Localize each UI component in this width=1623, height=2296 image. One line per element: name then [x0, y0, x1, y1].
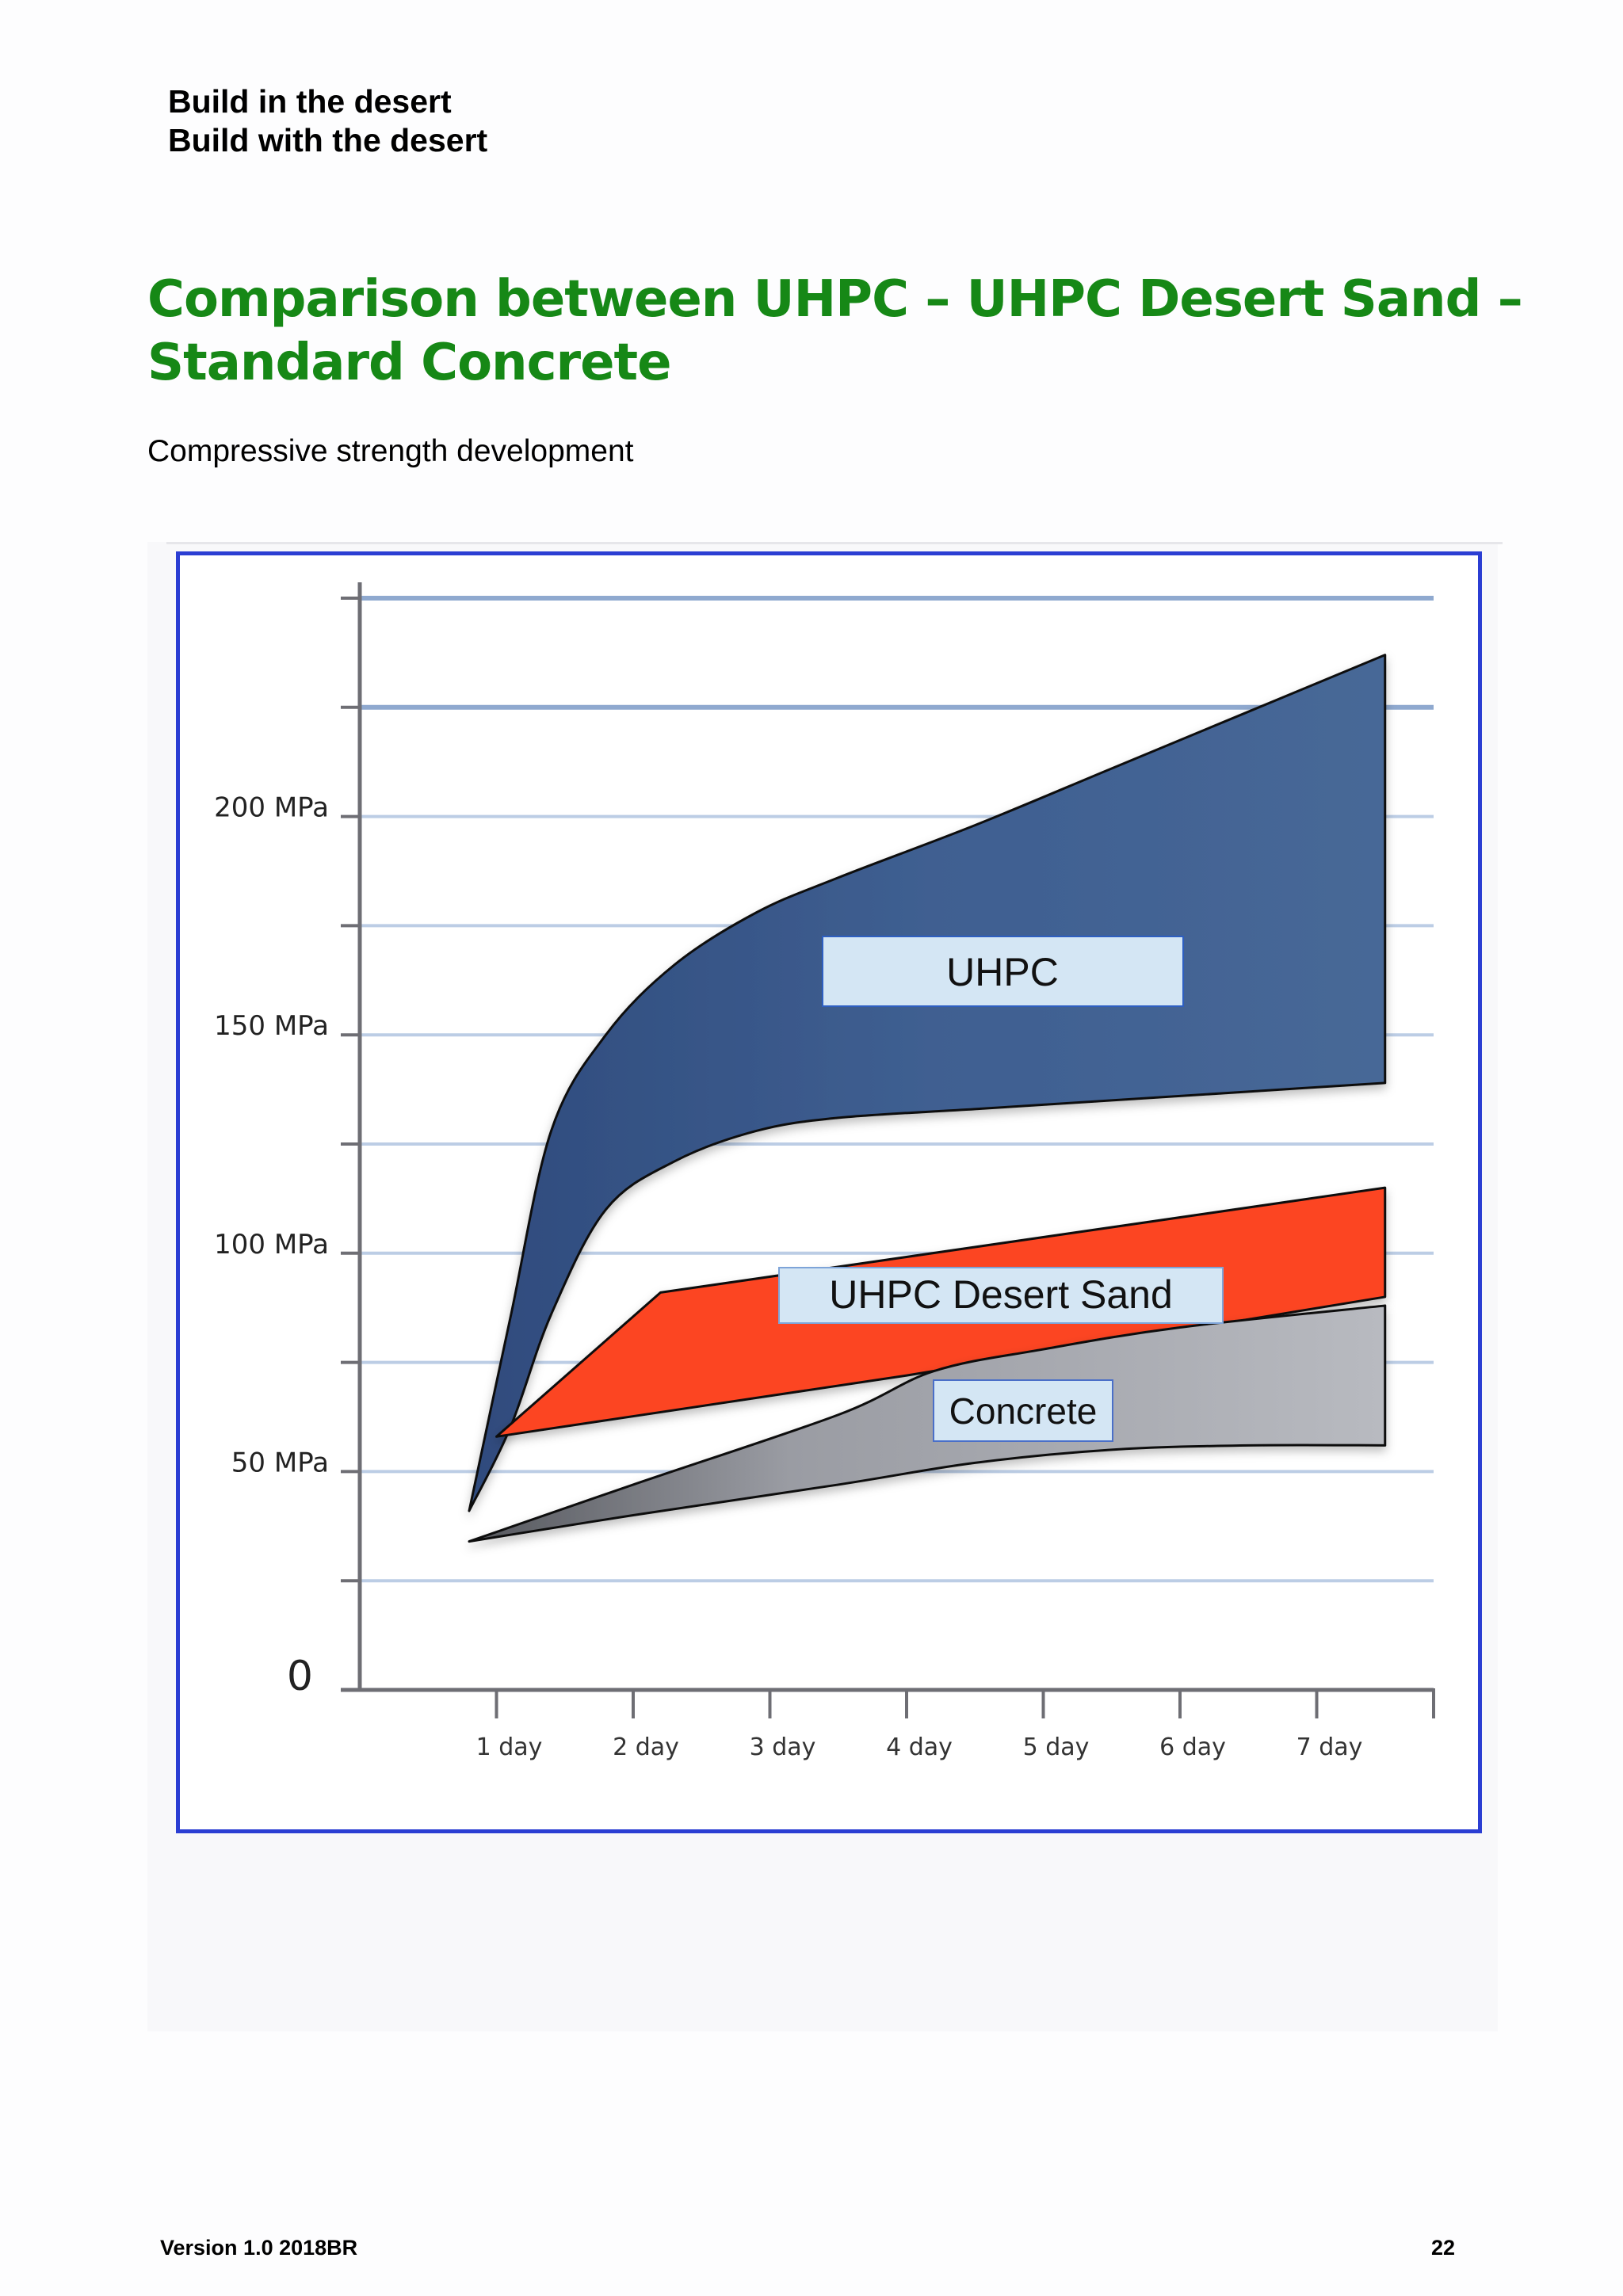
label-text-uhpc: UHPC — [946, 950, 1059, 994]
label-concrete: Concrete — [933, 1379, 1113, 1442]
y-tick-label-200: 200 MPa — [214, 792, 329, 824]
chart-frame: 1 day 2 day 3 day 4 day 5 day 6 day 7 day 0 50 M… — [176, 551, 1482, 1833]
y-tick-label-150: 150 MPa — [214, 1010, 329, 1042]
label-desert-sand: UHPC Desert Sand — [778, 1267, 1224, 1324]
area-concrete — [468, 1304, 1387, 1543]
x-tick-label-5: 5 day — [1023, 1733, 1090, 1761]
label-text-concrete: Concrete — [949, 1390, 1098, 1432]
area-uhpc — [468, 654, 1387, 1512]
x-tick-label-3: 3 day — [750, 1733, 816, 1761]
label-text-desert-sand: UHPC Desert Sand — [829, 1272, 1173, 1317]
figure-divider — [166, 542, 1503, 544]
series-areas — [468, 654, 1387, 1543]
axes — [341, 582, 1435, 1718]
label-box-uhpc — [822, 936, 1184, 1007]
y-tick-label-50: 50 MPa — [231, 1447, 329, 1478]
label-box-concrete — [933, 1379, 1113, 1442]
page-title: Comparison between UHPC – UHPC Desert Sa… — [147, 270, 1523, 392]
x-tick-label-2: 2 day — [613, 1733, 679, 1761]
x-tick-label-7: 7 day — [1296, 1733, 1363, 1761]
footer-version: Version 1.0 2018BR — [160, 2236, 358, 2260]
footer-page-number: 22 — [1431, 2236, 1456, 2260]
header-line-2: Build with the desert — [168, 122, 488, 158]
x-tick-label-6: 6 day — [1159, 1733, 1226, 1761]
label-box-desert-sand — [778, 1267, 1224, 1324]
x-tick-label-4: 4 day — [886, 1733, 953, 1761]
y-tick-label-100: 100 MPa — [214, 1229, 329, 1261]
page-subtitle: Compressive strength development — [147, 434, 634, 468]
y-tick-label-0: 0 — [287, 1653, 313, 1700]
strength-chart: 1 day 2 day 3 day 4 day 5 day 6 day 7 day 0 50 M… — [214, 582, 1435, 1761]
label-uhpc: UHPC — [822, 936, 1184, 1007]
header-line-1: Build in the desert — [168, 83, 452, 120]
tick-labels: 1 day 2 day 3 day 4 day 5 day 6 day 7 day 0 50 M… — [214, 792, 1362, 1761]
x-tick-label-1: 1 day — [476, 1733, 543, 1761]
